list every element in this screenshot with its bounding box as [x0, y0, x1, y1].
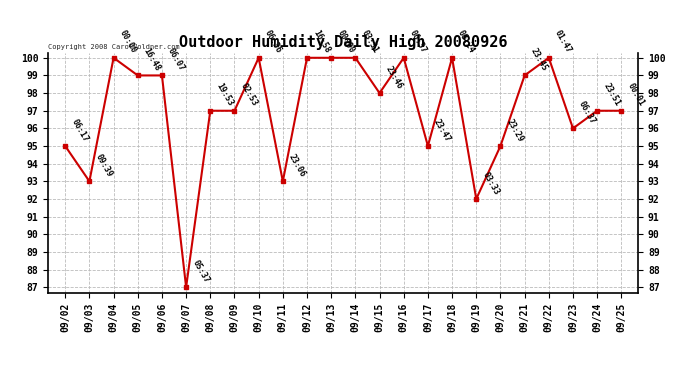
- Text: 19:53: 19:53: [215, 82, 235, 108]
- Text: 06:37: 06:37: [577, 99, 598, 126]
- Text: 23:45: 23:45: [529, 46, 549, 73]
- Text: 02:53: 02:53: [239, 82, 259, 108]
- Text: 00:01: 00:01: [626, 82, 646, 108]
- Text: 23:06: 23:06: [287, 152, 307, 178]
- Text: 00:00: 00:00: [118, 29, 138, 55]
- Text: 23:47: 23:47: [432, 117, 453, 143]
- Text: 05:37: 05:37: [190, 258, 210, 284]
- Text: 00:00: 00:00: [335, 29, 355, 55]
- Text: 16:48: 16:48: [142, 46, 162, 73]
- Text: 23:29: 23:29: [504, 117, 525, 143]
- Text: 06:36: 06:36: [263, 29, 283, 55]
- Text: 16:58: 16:58: [311, 29, 331, 55]
- Text: 06:07: 06:07: [166, 46, 186, 73]
- Text: 06:37: 06:37: [408, 29, 428, 55]
- Text: 06:24: 06:24: [456, 29, 477, 55]
- Text: 03:33: 03:33: [480, 170, 501, 196]
- Text: 01:47: 01:47: [553, 29, 573, 55]
- Text: Copyright 2008 CarolVoldner.com: Copyright 2008 CarolVoldner.com: [48, 44, 180, 50]
- Text: 06:17: 06:17: [70, 117, 90, 143]
- Text: 09:39: 09:39: [94, 152, 114, 178]
- Title: Outdoor Humidity Daily High 20080926: Outdoor Humidity Daily High 20080926: [179, 34, 508, 50]
- Text: 23:46: 23:46: [384, 64, 404, 90]
- Text: 03:31: 03:31: [359, 29, 380, 55]
- Text: 23:51: 23:51: [601, 82, 622, 108]
